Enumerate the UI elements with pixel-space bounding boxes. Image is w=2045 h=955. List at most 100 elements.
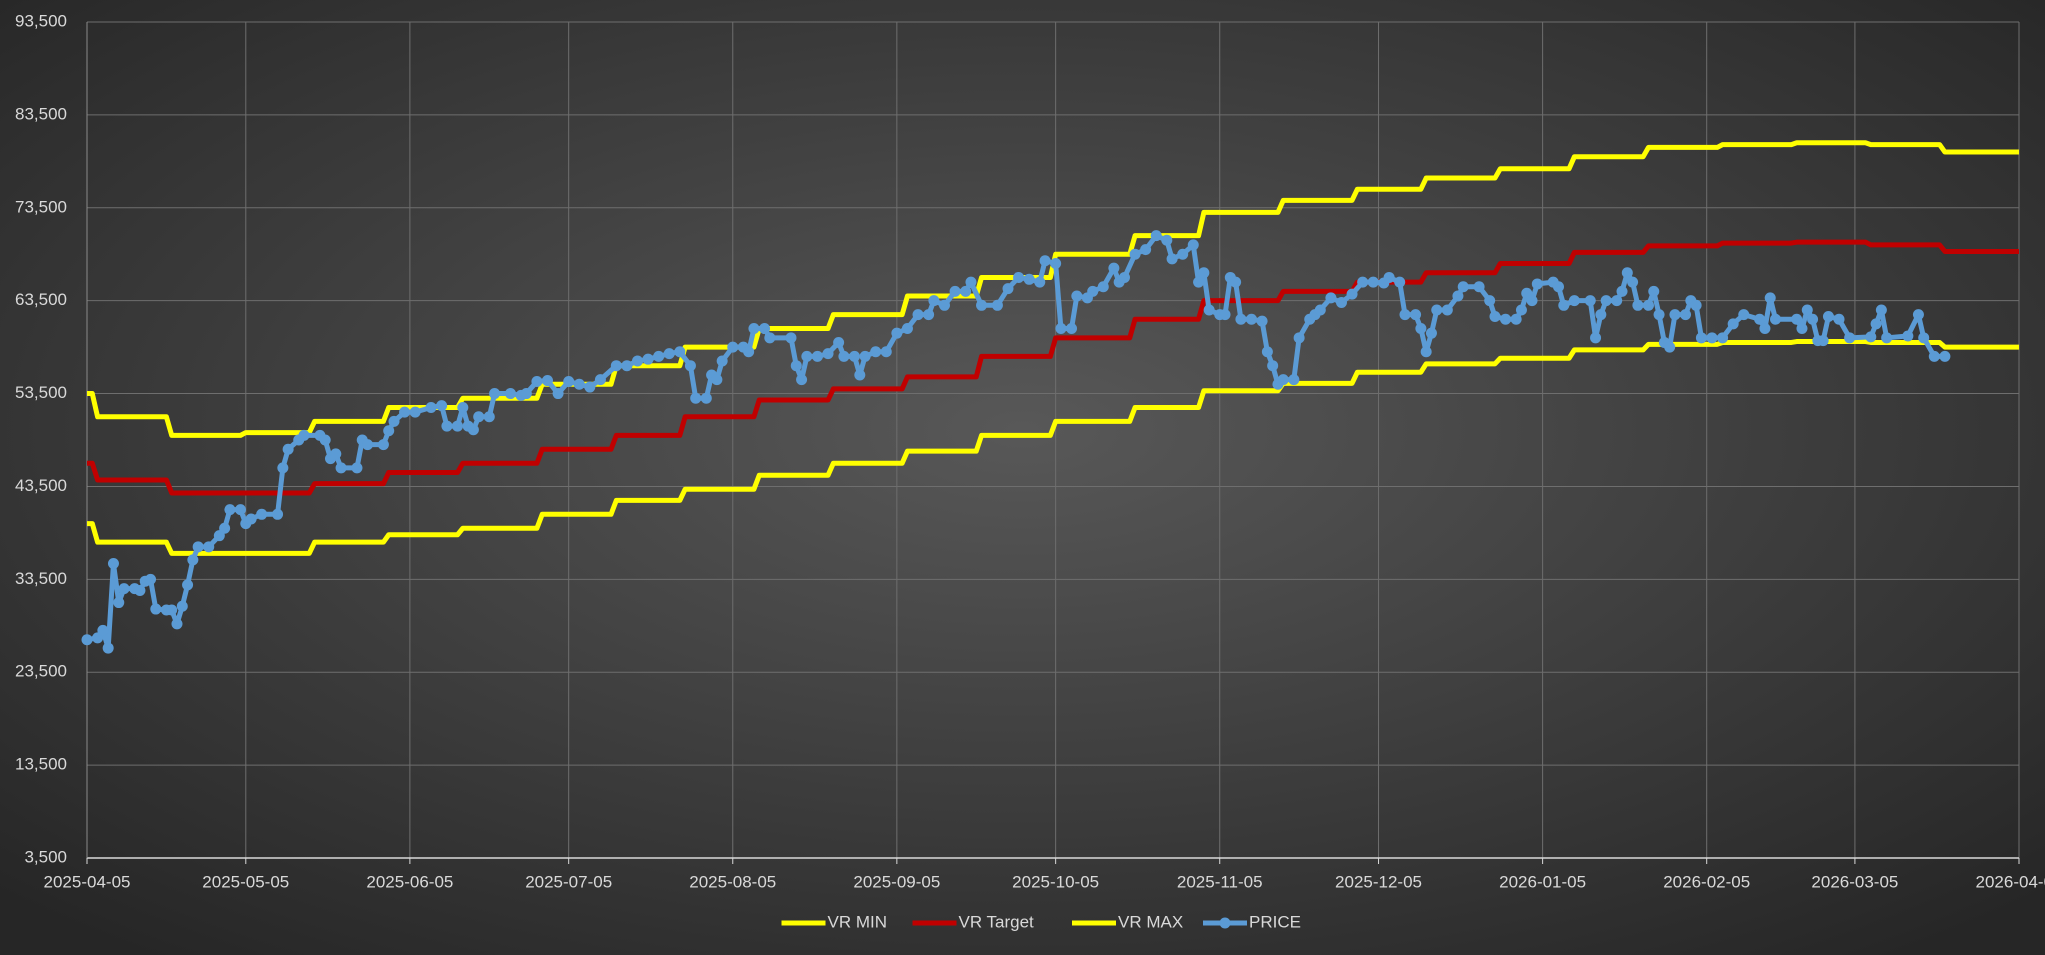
point bbox=[1881, 332, 1893, 344]
point bbox=[1230, 276, 1242, 288]
y-tick-label: 63,500 bbox=[15, 290, 67, 309]
point bbox=[1394, 276, 1406, 288]
point bbox=[203, 541, 215, 553]
point bbox=[1431, 304, 1443, 316]
point bbox=[1050, 258, 1062, 270]
point bbox=[335, 462, 347, 474]
y-tick-label: 33,500 bbox=[15, 569, 67, 588]
point bbox=[1611, 295, 1623, 307]
point bbox=[473, 411, 485, 423]
point bbox=[811, 350, 823, 362]
point bbox=[1055, 323, 1067, 335]
point bbox=[700, 392, 712, 404]
point bbox=[1939, 350, 1951, 362]
x-tick-label: 2026-04-05 bbox=[1976, 872, 2045, 891]
point bbox=[1118, 271, 1130, 283]
point bbox=[965, 276, 977, 288]
point bbox=[870, 346, 882, 358]
x-tick-label: 2025-07-05 bbox=[525, 872, 612, 891]
point bbox=[1653, 309, 1665, 321]
point bbox=[1669, 309, 1681, 321]
point bbox=[457, 401, 469, 413]
point bbox=[1791, 313, 1803, 325]
point bbox=[1245, 313, 1257, 325]
point bbox=[1198, 267, 1210, 279]
point bbox=[171, 618, 183, 630]
point bbox=[1928, 350, 1940, 362]
point bbox=[245, 513, 257, 525]
point bbox=[1023, 273, 1035, 285]
point bbox=[1203, 304, 1215, 316]
point bbox=[383, 425, 395, 437]
point bbox=[1844, 332, 1856, 344]
point bbox=[1071, 290, 1083, 302]
legend-label: VR MAX bbox=[1118, 912, 1183, 931]
point bbox=[796, 374, 808, 386]
point bbox=[573, 378, 585, 390]
point bbox=[150, 603, 162, 615]
point bbox=[1261, 346, 1273, 358]
point bbox=[1526, 295, 1538, 307]
point bbox=[399, 406, 411, 418]
point bbox=[748, 323, 760, 335]
point bbox=[764, 332, 776, 344]
point bbox=[949, 285, 961, 297]
point bbox=[192, 541, 204, 553]
point bbox=[441, 420, 453, 432]
point bbox=[1600, 295, 1612, 307]
point bbox=[1621, 267, 1633, 279]
point bbox=[282, 443, 294, 455]
point bbox=[1097, 281, 1109, 293]
point bbox=[107, 558, 119, 570]
point bbox=[145, 573, 157, 585]
point bbox=[467, 424, 479, 436]
point bbox=[1441, 304, 1453, 316]
point bbox=[1870, 318, 1882, 330]
x-tick-label: 2025-12-05 bbox=[1335, 872, 1422, 891]
point bbox=[1690, 299, 1702, 311]
point bbox=[1166, 253, 1178, 265]
point bbox=[1177, 248, 1189, 260]
point bbox=[1420, 346, 1432, 358]
point bbox=[912, 309, 924, 321]
point bbox=[684, 360, 696, 372]
point bbox=[272, 508, 284, 520]
point bbox=[362, 439, 374, 451]
point bbox=[653, 350, 665, 362]
x-tick-label: 2025-05-05 bbox=[202, 872, 289, 891]
point bbox=[743, 346, 755, 358]
point bbox=[452, 420, 464, 432]
x-tick-label: 2026-01-05 bbox=[1499, 872, 1586, 891]
point bbox=[118, 583, 130, 595]
point bbox=[436, 400, 448, 412]
point bbox=[880, 346, 892, 358]
point bbox=[1346, 288, 1358, 300]
point bbox=[531, 375, 543, 387]
point bbox=[1452, 290, 1464, 302]
x-tick-label: 2025-11-05 bbox=[1177, 872, 1263, 891]
point bbox=[621, 360, 633, 372]
x-tick-label: 2025-06-05 bbox=[366, 872, 453, 891]
point bbox=[1288, 374, 1300, 386]
point bbox=[219, 522, 231, 534]
point bbox=[1510, 313, 1522, 325]
point bbox=[1193, 276, 1205, 288]
point bbox=[1457, 281, 1469, 293]
point bbox=[1087, 285, 1099, 297]
y-tick-label: 93,500 bbox=[15, 11, 67, 30]
point bbox=[727, 341, 739, 353]
point bbox=[1727, 318, 1739, 330]
point bbox=[938, 299, 950, 311]
point bbox=[1129, 248, 1141, 260]
point bbox=[542, 375, 554, 387]
point bbox=[1293, 332, 1305, 344]
legend-label: PRICE bbox=[1249, 912, 1301, 931]
point bbox=[1754, 313, 1766, 325]
point bbox=[483, 411, 495, 423]
point bbox=[1187, 239, 1199, 251]
point bbox=[1367, 276, 1379, 288]
point bbox=[489, 388, 501, 400]
y-tick-label: 23,500 bbox=[15, 662, 67, 681]
point bbox=[1595, 309, 1607, 321]
